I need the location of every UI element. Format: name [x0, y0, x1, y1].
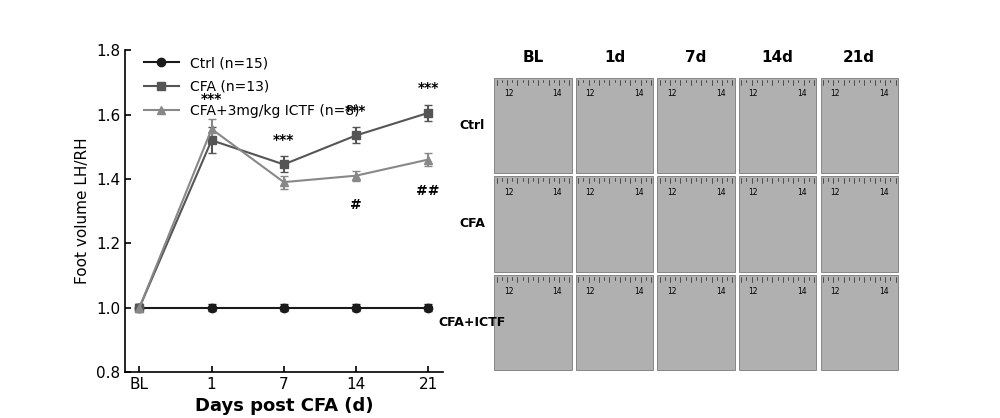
Text: 14: 14 [553, 89, 562, 98]
Text: CFA+ICTF: CFA+ICTF [439, 316, 506, 329]
FancyBboxPatch shape [739, 275, 816, 370]
Legend: Ctrl (n=15), CFA (n=13), CFA+3mg/kg ICTF (n=8): Ctrl (n=15), CFA (n=13), CFA+3mg/kg ICTF… [138, 51, 365, 123]
X-axis label: Days post CFA (d): Days post CFA (d) [195, 398, 373, 415]
Text: 14: 14 [553, 188, 562, 197]
Text: 14: 14 [716, 188, 725, 197]
FancyBboxPatch shape [576, 275, 653, 370]
FancyBboxPatch shape [739, 77, 816, 173]
Text: 14: 14 [716, 89, 725, 98]
FancyBboxPatch shape [657, 275, 735, 370]
Text: 12: 12 [504, 89, 513, 98]
FancyBboxPatch shape [657, 176, 735, 272]
FancyBboxPatch shape [821, 176, 898, 272]
Text: 12: 12 [504, 287, 513, 296]
Text: 21d: 21d [843, 51, 875, 65]
Text: BL: BL [522, 51, 544, 65]
Text: 1d: 1d [604, 51, 625, 65]
Text: 12: 12 [830, 287, 840, 296]
Text: ***: *** [345, 104, 367, 118]
Text: 12: 12 [667, 188, 676, 197]
Text: 12: 12 [504, 188, 513, 197]
Text: 14: 14 [716, 287, 725, 296]
Text: 12: 12 [748, 287, 758, 296]
Text: ***: *** [201, 92, 222, 107]
Text: 12: 12 [585, 287, 595, 296]
Text: 14: 14 [797, 188, 807, 197]
Text: 14: 14 [879, 188, 889, 197]
FancyBboxPatch shape [657, 77, 735, 173]
Text: ##: ## [416, 184, 440, 198]
FancyBboxPatch shape [494, 275, 572, 370]
Text: 14: 14 [879, 89, 889, 98]
Text: ***: *** [417, 81, 439, 95]
Text: 14: 14 [634, 287, 644, 296]
Text: 14: 14 [634, 188, 644, 197]
Text: 12: 12 [830, 89, 840, 98]
Y-axis label: Foot volume LH/RH: Foot volume LH/RH [75, 138, 90, 284]
Text: Ctrl: Ctrl [460, 119, 485, 132]
Text: 14: 14 [797, 287, 807, 296]
Text: 12: 12 [585, 188, 595, 197]
Text: CFA: CFA [459, 217, 485, 230]
Text: 14: 14 [634, 89, 644, 98]
FancyBboxPatch shape [494, 176, 572, 272]
FancyBboxPatch shape [576, 176, 653, 272]
Text: 14: 14 [553, 287, 562, 296]
FancyBboxPatch shape [494, 77, 572, 173]
Text: 12: 12 [667, 89, 676, 98]
FancyBboxPatch shape [821, 77, 898, 173]
FancyBboxPatch shape [821, 275, 898, 370]
Text: 12: 12 [748, 89, 758, 98]
Text: 12: 12 [830, 188, 840, 197]
Text: 14: 14 [879, 287, 889, 296]
Text: 12: 12 [585, 89, 595, 98]
Text: 14d: 14d [762, 51, 794, 65]
FancyBboxPatch shape [576, 77, 653, 173]
Text: #: # [350, 198, 362, 212]
Text: 7d: 7d [685, 51, 707, 65]
Text: ***: *** [273, 133, 294, 147]
Text: 14: 14 [797, 89, 807, 98]
Text: 12: 12 [667, 287, 676, 296]
Text: 12: 12 [748, 188, 758, 197]
FancyBboxPatch shape [739, 176, 816, 272]
